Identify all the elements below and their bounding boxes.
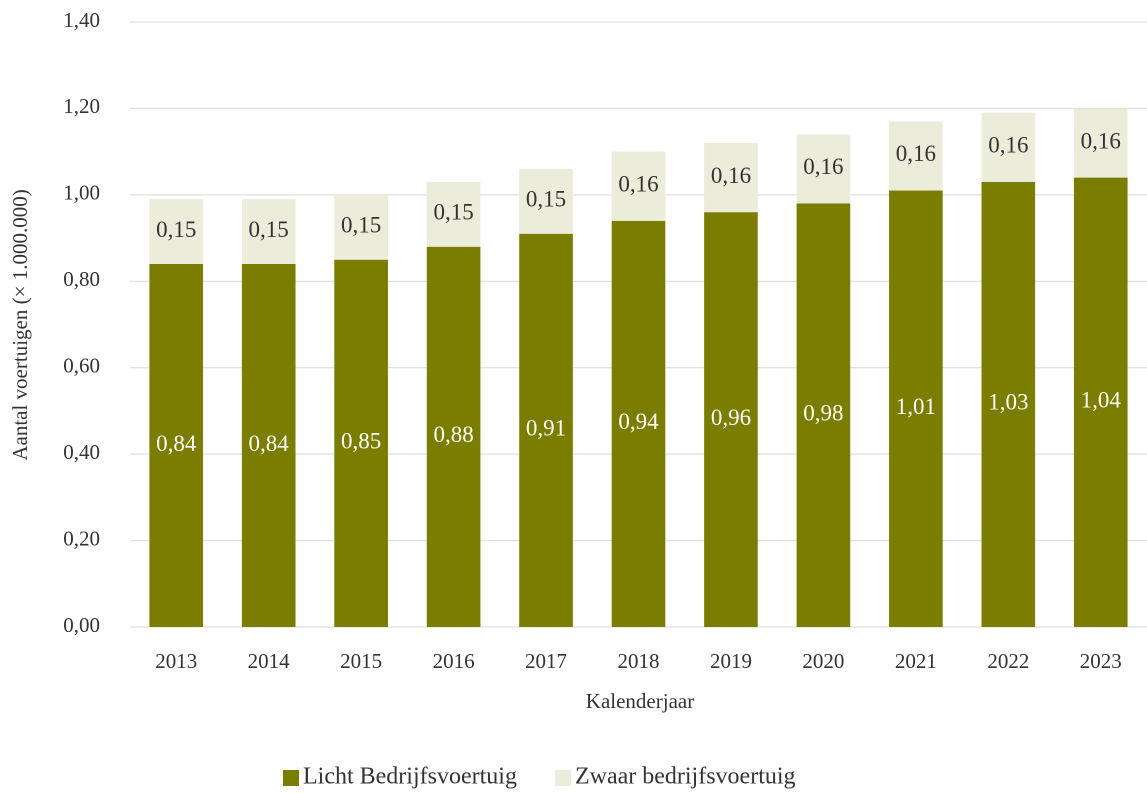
bar-segment — [149, 264, 204, 627]
bar-segment — [519, 168, 573, 234]
bar-segment — [1073, 177, 1128, 628]
data-label: 0,84 — [156, 431, 197, 456]
legend-label: Licht Bedrijfsvoertuig — [303, 764, 517, 790]
data-label: 0,15 — [526, 187, 566, 212]
x-tick-label: 2016 — [433, 649, 475, 673]
legend-label: Zwaar bedrijfsvoertuig — [575, 764, 796, 790]
bar-segment — [796, 134, 851, 204]
data-label: 0,16 — [618, 171, 658, 196]
y-tick-label: 1,20 — [63, 94, 100, 118]
data-label: 0,16 — [896, 141, 936, 166]
data-label: 0,91 — [526, 416, 566, 441]
data-label: 0,16 — [711, 163, 751, 188]
bar-segment — [611, 151, 666, 221]
legend-swatch — [283, 770, 299, 786]
data-label: 0,15 — [433, 200, 473, 225]
x-tick-label: 2020 — [802, 649, 844, 673]
x-tick-label: 2015 — [340, 649, 382, 673]
data-label: 0,16 — [988, 133, 1028, 158]
bar-segment — [796, 203, 851, 627]
data-label: 0,98 — [803, 401, 843, 426]
x-tick-label: 2019 — [710, 649, 752, 673]
y-tick-label: 1,00 — [63, 181, 100, 205]
data-label: 0,16 — [1081, 128, 1121, 153]
data-label: 0,15 — [341, 213, 381, 238]
bar-segment — [889, 121, 943, 191]
bar-segment — [981, 181, 1036, 627]
y-tick-label: 0,60 — [63, 354, 100, 378]
data-label: 0,16 — [803, 154, 843, 179]
bar-segment — [241, 199, 296, 264]
bar-segment — [426, 181, 481, 247]
data-label: 0,94 — [618, 409, 659, 434]
x-tick-label: 2017 — [525, 649, 567, 673]
bar-segment — [611, 220, 666, 628]
y-tick-label: 1,40 — [63, 8, 100, 32]
data-label: 0,15 — [249, 217, 289, 242]
x-axis-title: Kalenderjaar — [586, 689, 694, 713]
legend-swatch — [554, 770, 571, 786]
bar-segment — [704, 212, 758, 627]
x-tick-label: 2022 — [987, 649, 1029, 673]
data-label: 1,03 — [988, 390, 1028, 415]
y-tick-label: 0,80 — [63, 267, 100, 291]
bar-segment — [519, 233, 573, 627]
bar-segment — [704, 143, 758, 213]
data-label: 1,01 — [896, 394, 936, 419]
bar-segment — [981, 112, 1036, 182]
data-label: 0,88 — [433, 422, 473, 447]
bar-segment — [889, 190, 943, 628]
bar-segment — [334, 194, 388, 260]
x-tick-label: 2013 — [155, 649, 197, 673]
data-label: 0,84 — [249, 431, 290, 456]
bar-segment — [1073, 108, 1128, 178]
y-tick-label: 0,40 — [63, 440, 100, 464]
bar-segment — [241, 264, 296, 627]
data-label: 0,85 — [341, 429, 381, 454]
bar-segment — [426, 246, 481, 627]
x-tick-label: 2018 — [618, 649, 660, 673]
x-tick-label: 2014 — [248, 649, 291, 673]
y-tick-label: 0,00 — [63, 613, 100, 637]
x-tick-label: 2023 — [1080, 649, 1122, 673]
y-axis-title: Aantal voertuigen (× 1.000.000) — [8, 189, 32, 460]
data-label: 1,04 — [1081, 388, 1122, 413]
bar-segment — [149, 199, 204, 264]
y-tick-label: 0,20 — [63, 526, 100, 550]
data-label: 0,15 — [156, 217, 196, 242]
x-tick-label: 2021 — [895, 649, 937, 673]
data-label: 0,96 — [711, 405, 751, 430]
bar-segment — [334, 259, 388, 627]
